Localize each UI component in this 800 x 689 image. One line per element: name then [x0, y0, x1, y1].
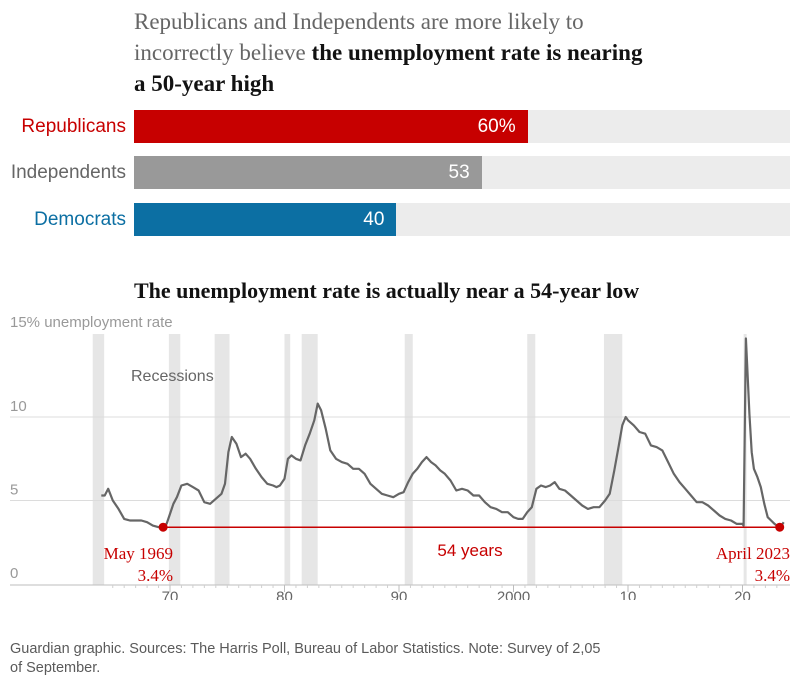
x-tick-label: 70 — [162, 588, 179, 600]
footer-note: Guardian graphic. Sources: The Harris Po… — [10, 640, 790, 678]
annotation-dot-start — [158, 522, 168, 532]
bar: 53 — [134, 156, 482, 189]
recession-band — [603, 334, 623, 585]
recession-band — [168, 334, 181, 585]
bar-category-label: Democrats — [34, 209, 126, 230]
bar: 40 — [134, 203, 397, 236]
footer-text-2: of September. — [10, 660, 101, 676]
bar-row-republicans: Republicans 60% — [0, 110, 800, 143]
x-tick-label: 2000 — [497, 588, 530, 600]
x-axis-ticks: 70 80 90 2000 10 20 — [112, 585, 778, 600]
x-tick-label: 20 — [734, 588, 751, 600]
bar-chart-title-emphasis: the unemployment rate is nearing a 50-ye… — [134, 40, 643, 96]
bar-category-label: Independents — [10, 162, 126, 183]
annotation-end-value: 3.4% — [755, 566, 790, 585]
annotation-start-value: 3.4% — [138, 566, 173, 585]
series-layer — [101, 337, 785, 529]
recession-band — [92, 334, 105, 585]
recession-band — [301, 334, 318, 585]
bar-track: 53 — [134, 156, 790, 189]
annotation-span-label: 54 years — [437, 541, 502, 560]
recessions-label: Recessions — [131, 368, 214, 385]
unemployment-rate-line — [101, 337, 785, 529]
x-tick-label: 80 — [276, 588, 293, 600]
bar-value-label: 53 — [448, 162, 470, 183]
bar-value-label: 40 — [363, 209, 385, 230]
bar-track: 60% — [134, 110, 790, 143]
annotation-end-label: April 2023 — [716, 544, 790, 563]
annotation-start-label: May 1969 — [104, 544, 173, 563]
bar-value-label: 60% — [477, 116, 516, 137]
line-chart-title: The unemployment rate is actually near a… — [134, 278, 640, 303]
footer-text: Guardian graphic. Sources: The Harris Po… — [10, 641, 601, 657]
bar-category-label: Republicans — [21, 116, 126, 137]
recession-band — [527, 334, 536, 585]
line-chart: 0 5 10 70 80 90 2000 10 20 May 1969 3.4% April 20… — [10, 314, 790, 600]
bar-row-independents: Independents 53 — [0, 156, 800, 189]
y-tick-label: 0 — [10, 565, 18, 582]
recession-band — [214, 334, 230, 585]
x-tick-label: 10 — [620, 588, 637, 600]
x-tick-label: 90 — [391, 588, 408, 600]
annotations: May 1969 3.4% April 2023 3.4% 54 years — [104, 522, 790, 585]
bar-track: 40 — [134, 203, 790, 236]
bar-row-democrats: Democrats 40 — [0, 203, 800, 236]
y-axis-label: 15% unemployment rate — [10, 314, 173, 331]
bar-chart-title-prefix: Republicans and Independents are more li… — [134, 9, 584, 65]
recession-bands — [92, 334, 747, 585]
recession-band — [404, 334, 413, 585]
bar: 60% — [134, 110, 528, 143]
y-gridlines: 0 5 10 — [10, 398, 790, 586]
y-tick-label: 10 — [10, 398, 27, 415]
y-tick-label: 5 — [10, 482, 18, 499]
bar-chart-title: Republicans and Independents are more li… — [134, 6, 654, 99]
annotation-dot-end — [775, 522, 785, 532]
